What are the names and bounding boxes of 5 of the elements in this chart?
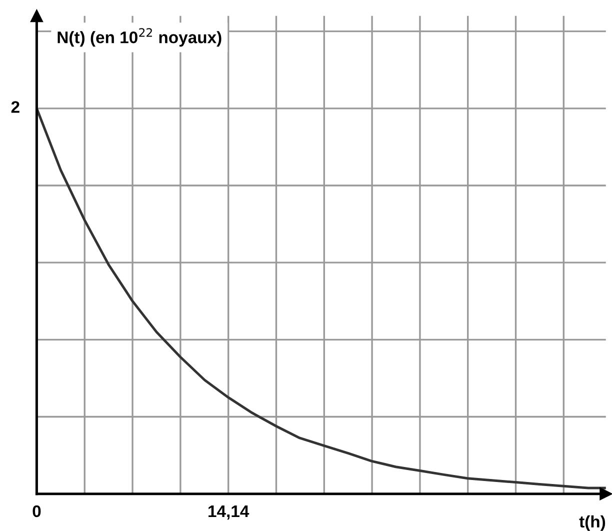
y-axis-title: N(t) (en 10$^{22}$ noyaux) — [58, 28, 222, 47]
x-tick-label: 0 — [32, 505, 41, 518]
x-axis-title: t(h) — [579, 515, 606, 531]
x-tick-label: 14,14 — [208, 506, 250, 520]
annotation: 2 — [11, 101, 20, 113]
